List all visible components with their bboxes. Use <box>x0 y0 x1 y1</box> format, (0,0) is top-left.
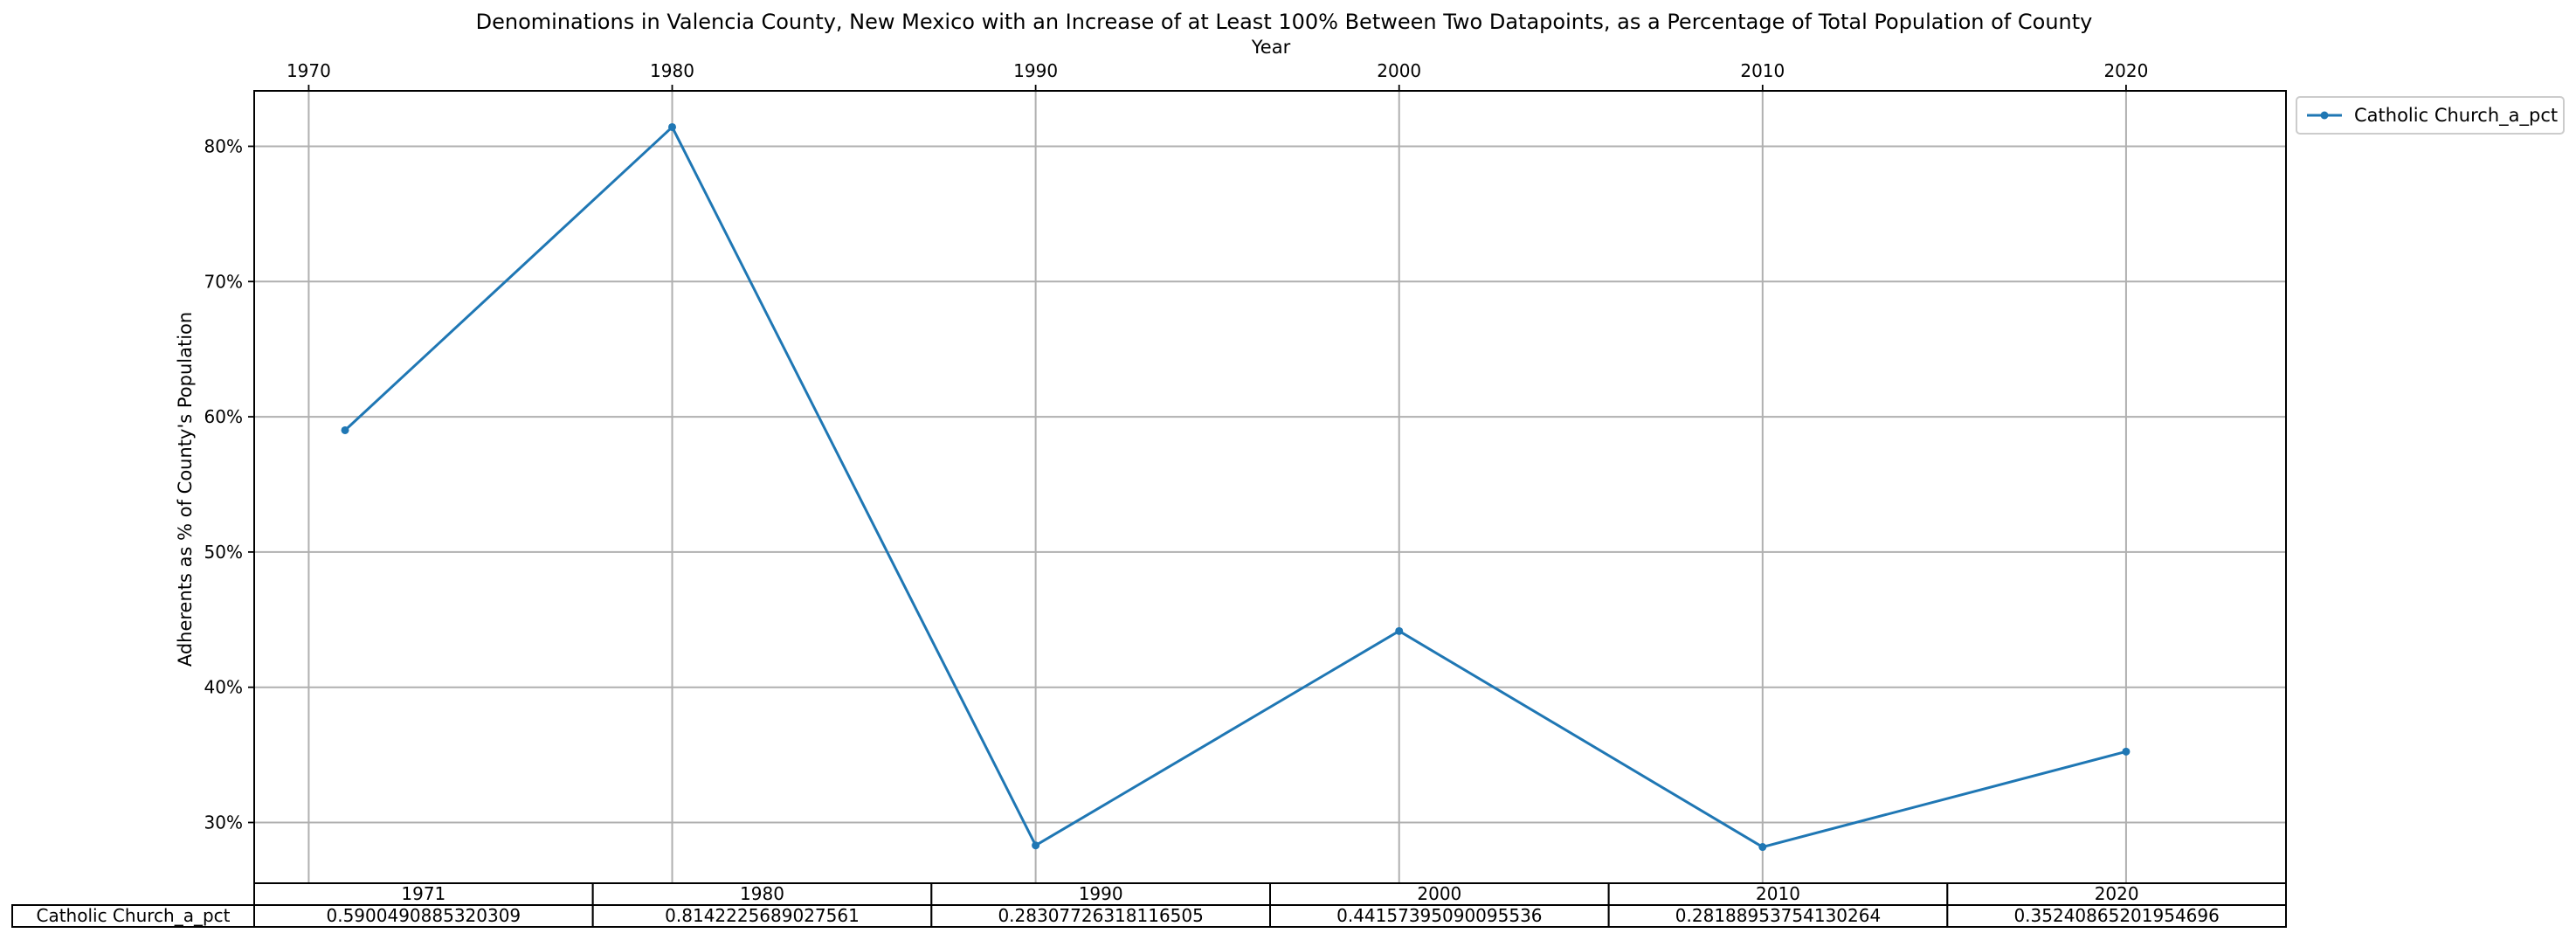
table-cell-value: 0.44157395090095536 <box>1336 905 1542 926</box>
legend-marker <box>2320 111 2329 120</box>
data-point <box>341 425 349 434</box>
table-cell-value: 0.28188953754130264 <box>1675 905 1881 926</box>
legend-label: Catholic Church_a_pct <box>2354 105 2558 127</box>
x-tick-label: 1970 <box>287 60 331 81</box>
data-table: 1971 1980 1990 2000 2010 2020 Catholic Church_… <box>11 882 2287 928</box>
table-cell-value: 0.28307726318116505 <box>998 905 1203 926</box>
data-point <box>1032 841 1040 850</box>
legend: Catholic Church_a_pct <box>2296 96 2565 135</box>
table-column-header: 1980 <box>740 883 784 904</box>
table-cell <box>591 904 933 928</box>
y-tick-label: 40% <box>204 677 243 698</box>
table-cell <box>1946 904 2287 928</box>
table-row-label: Catholic Church_a_pct <box>36 905 230 926</box>
x-tick-label: 2010 <box>1740 60 1785 81</box>
table-column-header: 2000 <box>1417 883 1461 904</box>
legend-box <box>2296 96 2565 135</box>
table-cell <box>1607 904 1949 928</box>
data-point <box>1395 626 1404 635</box>
table-cell <box>253 904 594 928</box>
grid-lines <box>254 91 2286 883</box>
data-point <box>668 122 677 131</box>
table-column-header: 1971 <box>401 883 445 904</box>
table-column-header: 2020 <box>2095 883 2139 904</box>
x-tick-label: 1990 <box>1013 60 1058 81</box>
table-cell <box>930 904 1272 928</box>
table-column-header: 1990 <box>1079 883 1123 904</box>
x-tick-label: 1980 <box>650 60 694 81</box>
x-tick-label: 2000 <box>1377 60 1421 81</box>
y-tick-label: 60% <box>204 406 243 427</box>
y-tick-label: 30% <box>204 812 243 833</box>
table-cell-value: 0.8142225689027561 <box>665 905 860 926</box>
table-header-cell <box>253 882 594 906</box>
table-header-cell <box>930 882 1272 906</box>
y-tick-label: 80% <box>204 135 243 156</box>
y-tick-label: 70% <box>204 271 243 292</box>
x-tick-label: 2020 <box>2103 60 2148 81</box>
table-cell-value: 0.5900490885320309 <box>326 905 521 926</box>
table-row-label-cell <box>11 904 255 928</box>
data-point <box>2122 747 2131 756</box>
series-lines <box>341 122 2131 852</box>
y-axis-label: Adherents as % of County's Population <box>175 312 196 667</box>
axis-ticks: 1970 1980 1990 2000 2010 2020 30% 40% 50% 60% 70% 8… <box>204 60 2149 833</box>
y-tick-label: 50% <box>204 542 243 563</box>
x-axis-label: Year <box>1251 37 1291 58</box>
table-cell-value: 0.35240865201954696 <box>2013 905 2219 926</box>
data-point <box>1758 843 1767 852</box>
table-column-header: 2010 <box>1756 883 1800 904</box>
series-line <box>344 125 2127 849</box>
chart-title: Denominations in Valencia County, New Me… <box>476 10 2093 34</box>
